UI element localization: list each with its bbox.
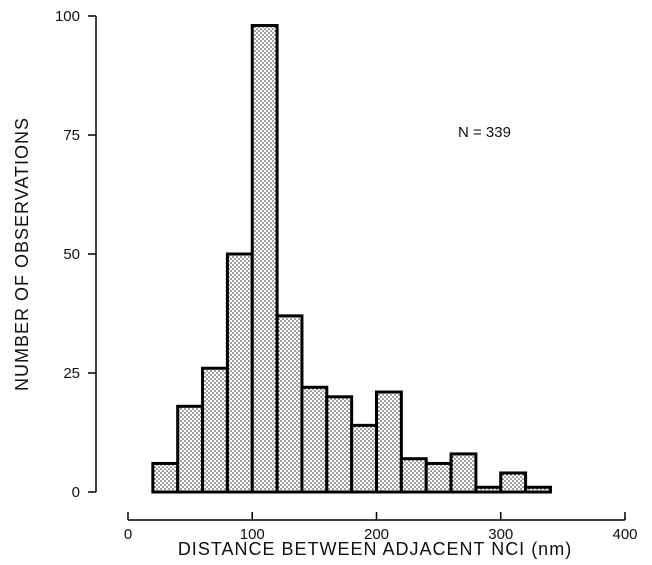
histogram-bar-280-300 — [474, 485, 503, 494]
y-tick-label-75: 75 — [63, 127, 80, 144]
histogram-bar-20-40 — [151, 461, 180, 494]
y-tick-label-100: 100 — [55, 8, 80, 25]
x-tick-label-300: 300 — [488, 526, 513, 543]
histogram-bar-320-340 — [524, 485, 552, 494]
histogram-bar-60-80 — [201, 366, 229, 494]
y-tick-label-0: 0 — [72, 484, 80, 501]
histogram-bar-180-200 — [350, 423, 378, 494]
histogram-bar-40-60 — [176, 404, 205, 494]
histogram-bar-100-120 — [250, 24, 279, 494]
histogram-bar-140-160 — [300, 385, 329, 494]
axes-group: 0 25 50 75 100 0 100 200 300 400 — [55, 8, 638, 543]
histogram-bar-240-260 — [424, 461, 453, 494]
histogram-bar-220-240 — [399, 457, 428, 494]
x-tick-label-100: 100 — [240, 526, 265, 543]
x-tick-label-200: 200 — [364, 526, 389, 543]
x-tick-label-400: 400 — [612, 526, 637, 543]
y-tick-label-25: 25 — [63, 365, 80, 382]
bars-group — [151, 24, 552, 494]
x-axis-title: DISTANCE BETWEEN ADJACENT NCI (nm) — [178, 539, 572, 559]
sample-size-annotation: N = 339 — [458, 124, 511, 141]
histogram-bar-120-140 — [275, 314, 304, 494]
histogram-bar-200-220 — [375, 390, 403, 494]
histogram-bar-300-320 — [499, 471, 528, 494]
y-tick-label-50: 50 — [63, 246, 80, 263]
histogram-bar-260-280 — [449, 452, 478, 494]
x-tick-label-0: 0 — [124, 526, 132, 543]
histogram-bar-80-100 — [225, 252, 254, 494]
y-axis-title: NUMBER OF OBSERVATIONS — [12, 117, 32, 391]
histogram-bar-160-180 — [325, 395, 354, 494]
